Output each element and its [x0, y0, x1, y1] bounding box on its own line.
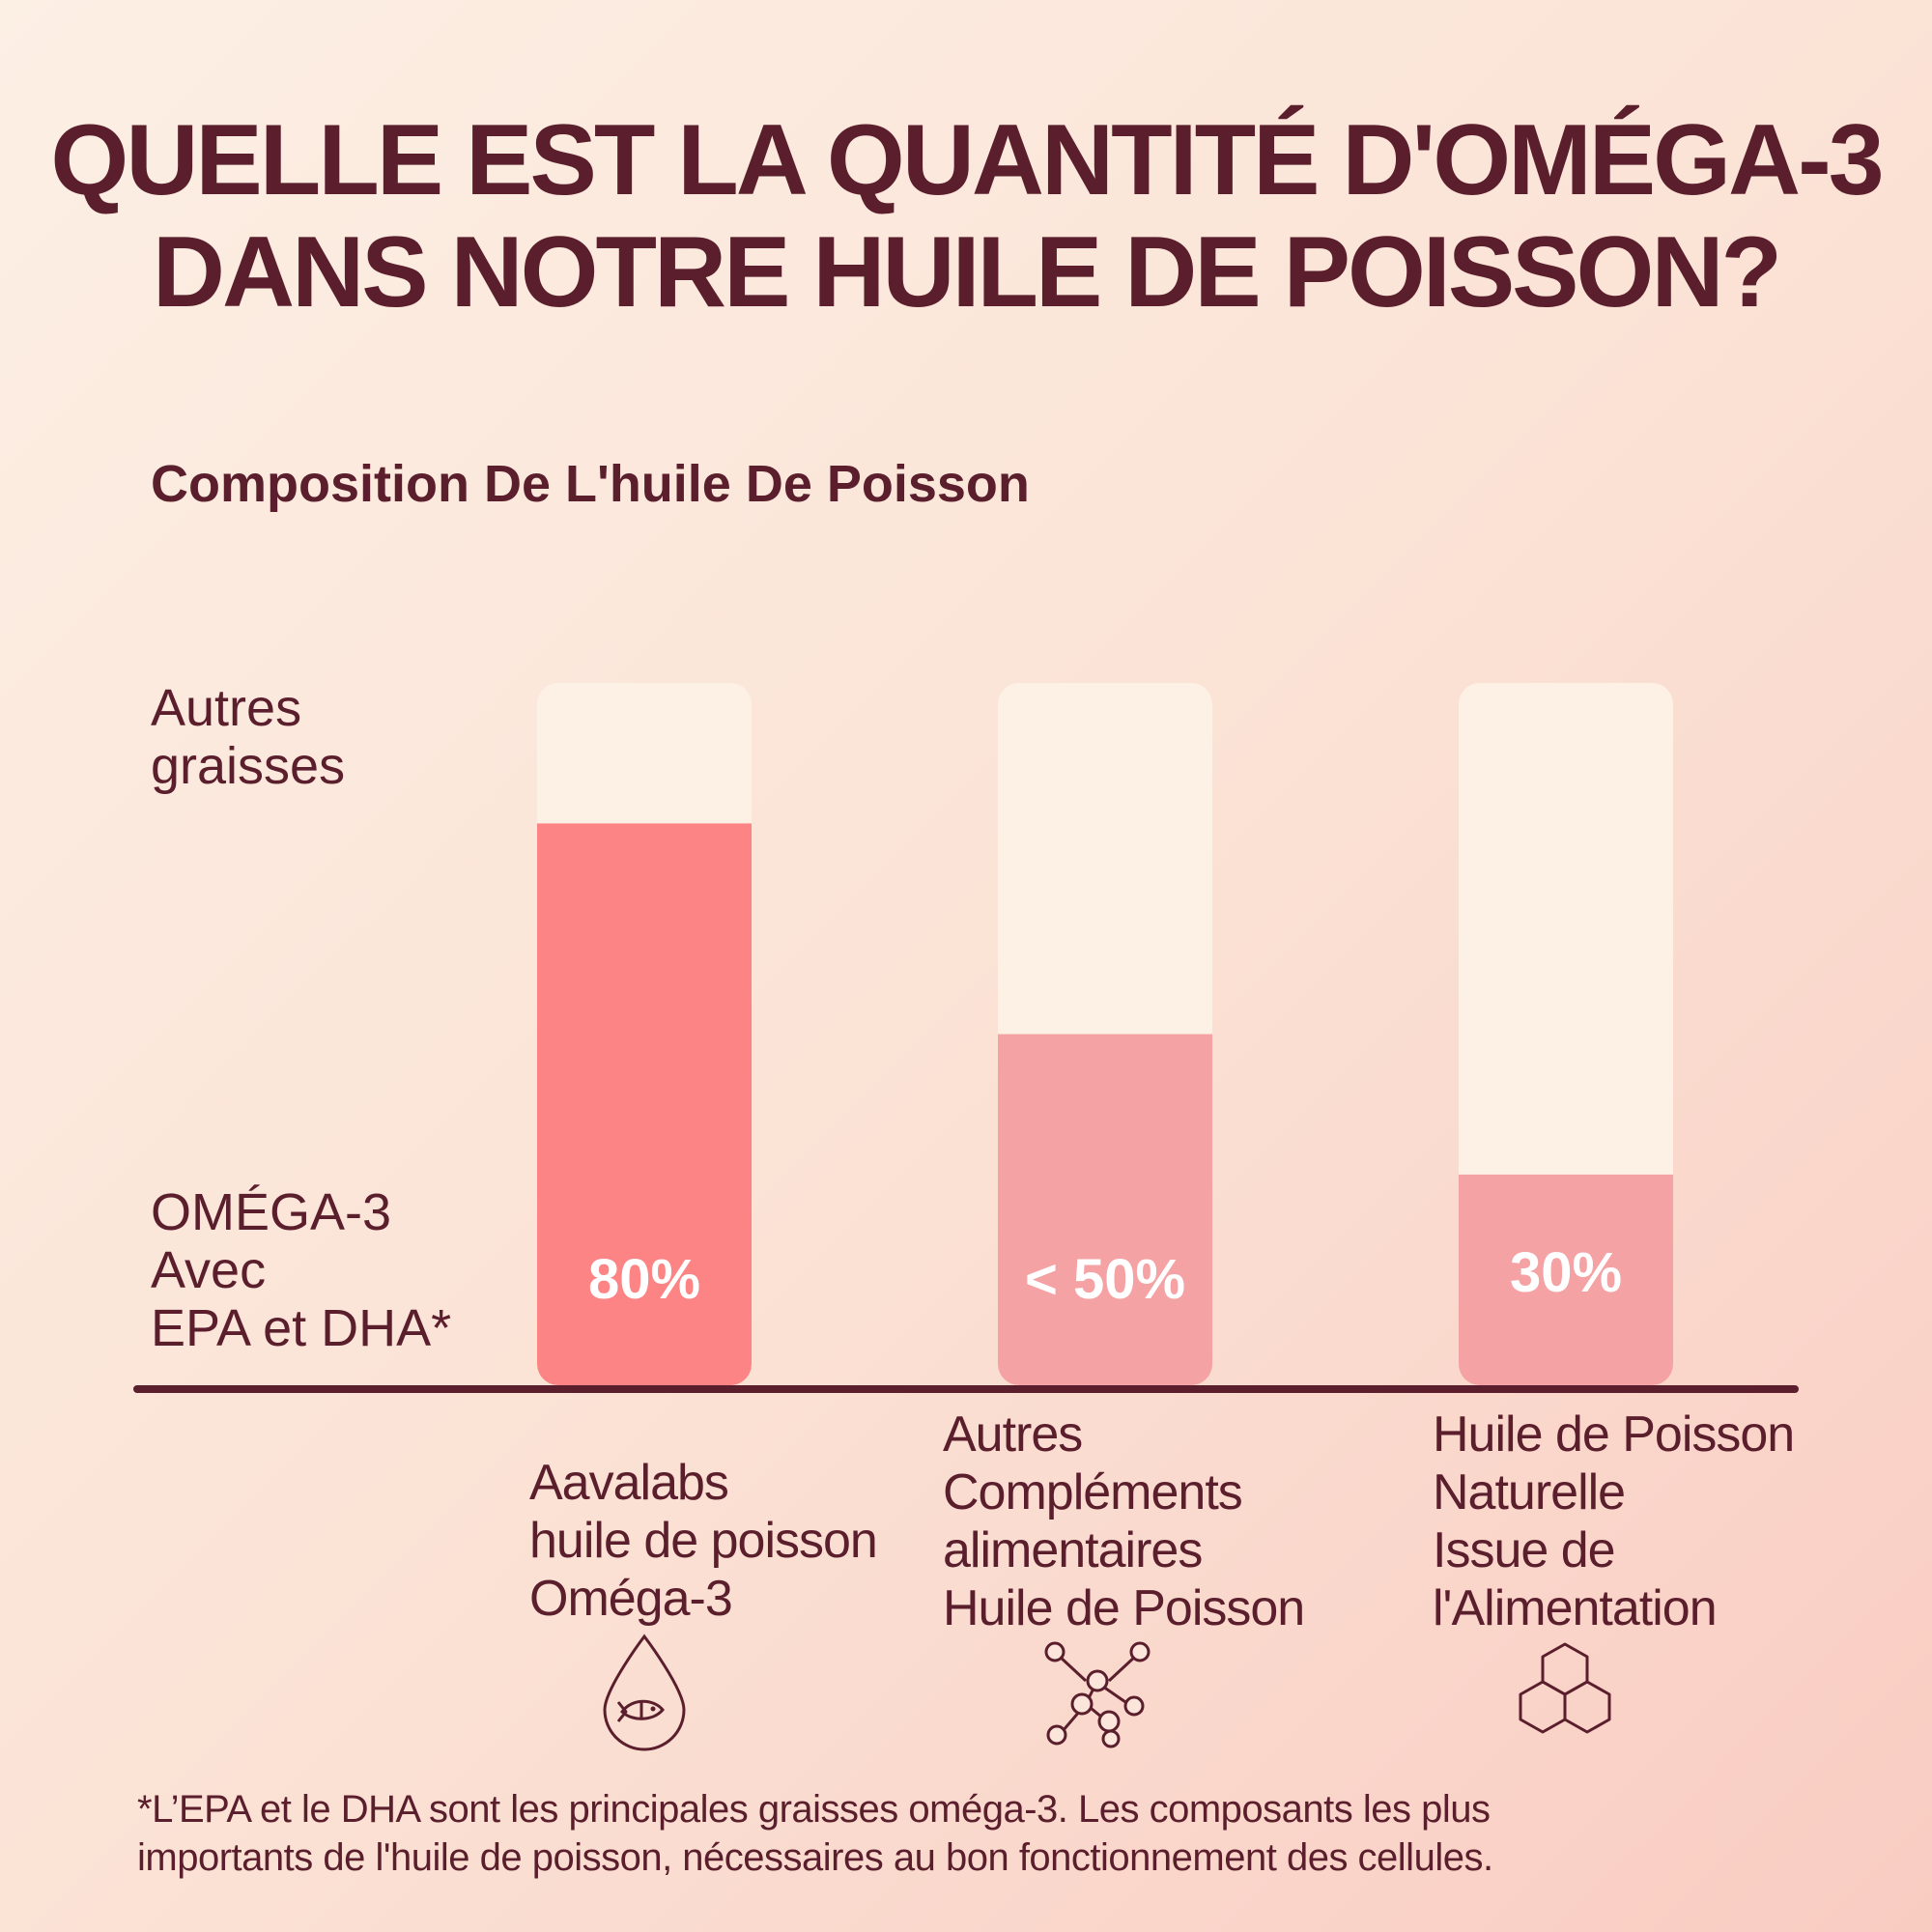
- bar-1: [998, 683, 1212, 1385]
- page-title: QUELLE EST LA QUANTITÉ D'OMÉGA-3 DANS NO…: [0, 104, 1932, 328]
- bar-2: [1459, 683, 1673, 1385]
- legend-omega3: OMÉGA-3 Avec EPA et DHA*: [151, 1183, 451, 1357]
- legend-other-fats: Autres graisses: [151, 679, 345, 795]
- category-label-other-supplements: Autres Compléments alimentaires Huile de…: [943, 1406, 1305, 1637]
- page-title-line-1: QUELLE EST LA QUANTITÉ D'OMÉGA-3: [50, 104, 1884, 216]
- legend-other-fats-line-1: Autres: [151, 679, 302, 737]
- legend-other-fats-line-2: graisses: [151, 737, 346, 795]
- bar-value-label: 80%: [588, 1248, 700, 1311]
- category-label-line: Naturelle: [1433, 1464, 1626, 1520]
- footnote-line-2: importants de l'huile de poisson, nécess…: [137, 1836, 1493, 1879]
- bar-omega3-segment: [537, 823, 752, 1385]
- bar-omega3-segment: [998, 1034, 1212, 1385]
- molecule-icon: [1044, 1641, 1151, 1748]
- category-label-line: alimentaires: [943, 1522, 1203, 1578]
- legend-omega3-line-3: EPA et DHA*: [151, 1299, 452, 1357]
- footnote: *L’EPA et le DHA sont les principales gr…: [137, 1785, 1828, 1882]
- footnote-line-1: *L’EPA et le DHA sont les principales gr…: [137, 1788, 1491, 1831]
- category-label-line: Huile de Poisson: [943, 1580, 1305, 1636]
- category-label-line: Oméga-3: [529, 1571, 733, 1627]
- category-label-line: Issue de: [1433, 1522, 1616, 1578]
- category-label-line: Aavalabs: [529, 1455, 729, 1511]
- category-label-natural-fish-oil: Huile de Poisson Naturelle Issue de l'Al…: [1433, 1406, 1795, 1637]
- bar-chart: 80% < 50% 30%: [133, 683, 1799, 1393]
- category-label-line: l'Alimentation: [1433, 1580, 1718, 1636]
- fish-drop-icon: [603, 1634, 686, 1751]
- page-title-line-2: DANS NOTRE HUILE DE POISSON?: [152, 216, 1782, 328]
- category-label-line: Compléments: [943, 1464, 1243, 1520]
- category-label-line: Autres: [943, 1406, 1083, 1463]
- chart-title: Composition De L'huile De Poisson: [151, 455, 1030, 513]
- category-label-line: huile de poisson: [529, 1513, 878, 1569]
- bar-value-label: 30%: [1510, 1241, 1622, 1304]
- hexagon-cluster-icon: [1519, 1642, 1611, 1734]
- legend-omega3-line-2: Avec: [151, 1241, 267, 1299]
- bar-omega3-segment: [1459, 1174, 1673, 1385]
- legend-omega3-line-1: OMÉGA-3: [151, 1183, 392, 1241]
- category-label-aavalabs: Aavalabs huile de poisson Oméga-3: [529, 1454, 878, 1628]
- bar-value-label: < 50%: [1025, 1248, 1185, 1311]
- category-label-line: Huile de Poisson: [1433, 1406, 1795, 1463]
- bars-group: 80% < 50% 30%: [537, 683, 1673, 1385]
- bar-0: [537, 683, 752, 1385]
